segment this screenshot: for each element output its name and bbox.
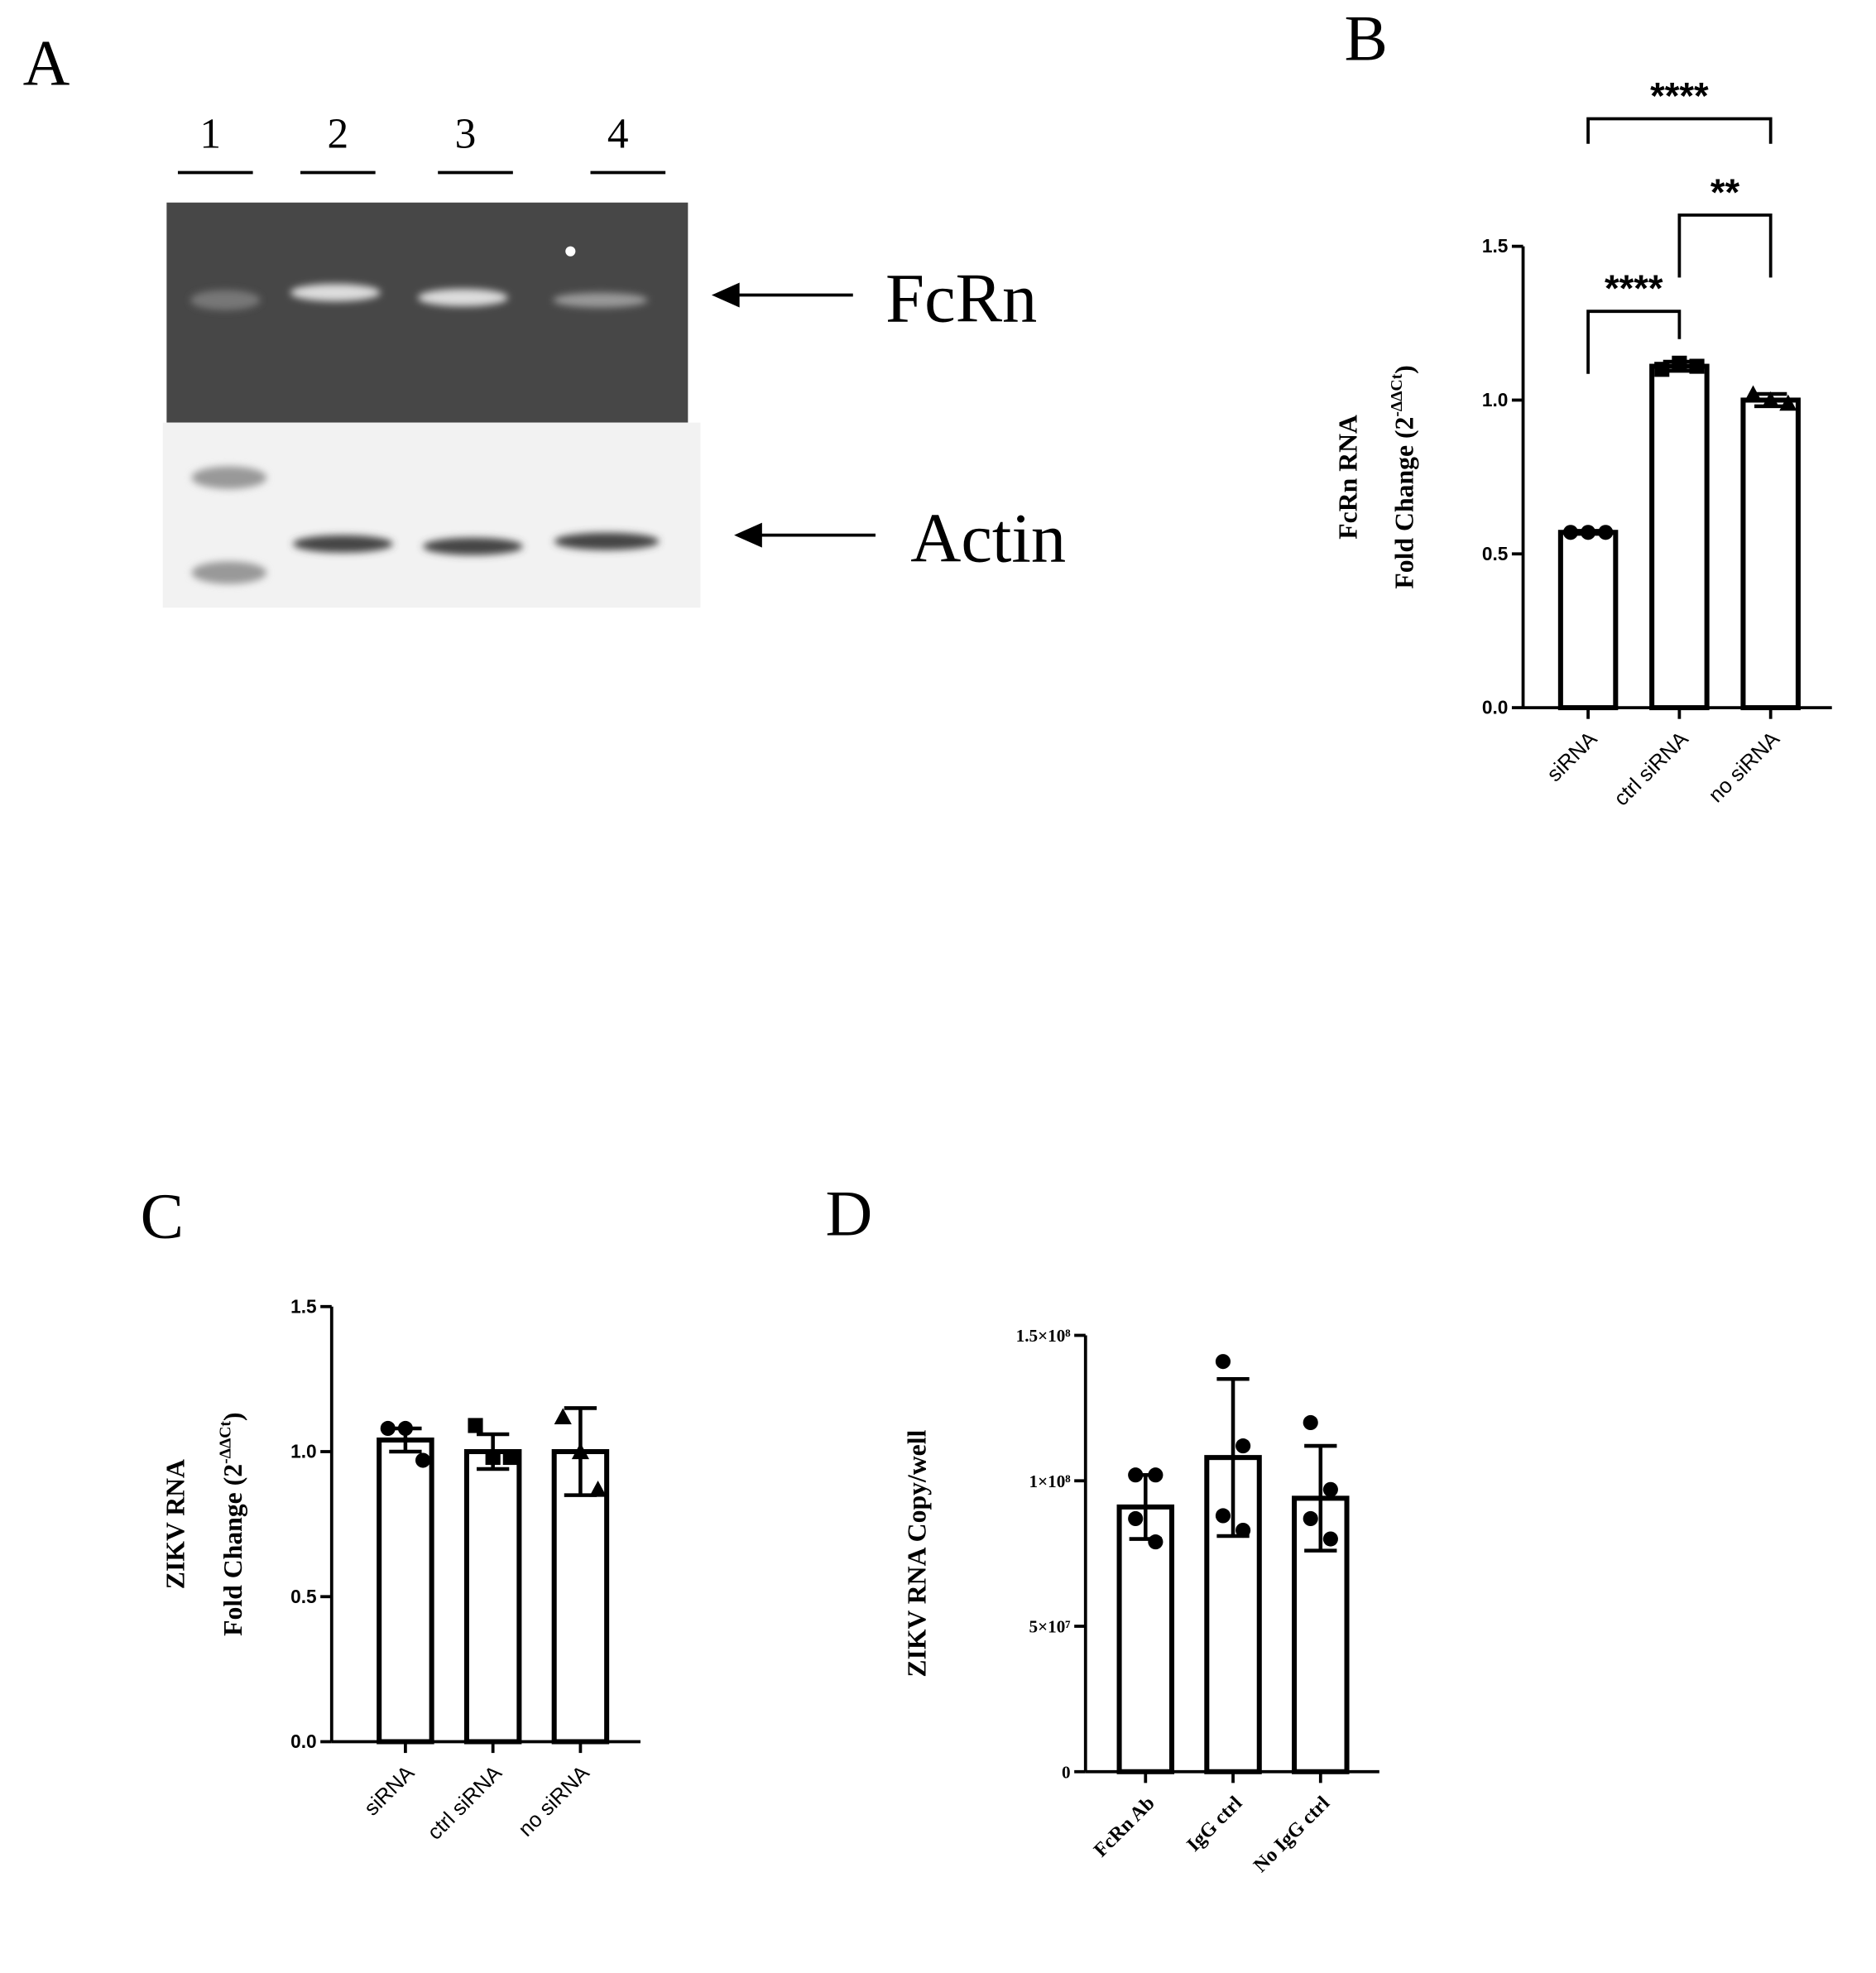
- data-point: [1148, 1534, 1164, 1550]
- data-point: [1148, 1467, 1164, 1483]
- y-axis-label: FcRn RNA: [1334, 415, 1363, 540]
- y-axis-label-part: ): [218, 1412, 247, 1421]
- y-tick-label: 1.0: [290, 1441, 317, 1462]
- y-axis-label-part: -ΔΔCt: [1388, 373, 1406, 416]
- significance-label: ****: [1605, 267, 1663, 310]
- band-label: FcRn: [885, 260, 1037, 337]
- x-tick-label: siRNA: [1543, 727, 1602, 786]
- significance-label: ****: [1650, 74, 1709, 117]
- y-axis-label-part: Fold Change (2: [218, 1464, 247, 1636]
- data-point: [1779, 394, 1797, 411]
- data-point: [415, 1452, 431, 1468]
- data-point: [1562, 525, 1579, 540]
- y-axis-label: ZIKV RNA Copy/well: [902, 1429, 931, 1677]
- data-point: [397, 1420, 413, 1437]
- x-tick-label: ctrl siRNA: [1610, 727, 1693, 810]
- data-point: [1303, 1510, 1318, 1527]
- y-tick-label: 0.5: [1482, 543, 1509, 564]
- data-point: [554, 1408, 572, 1425]
- bar-chart: B 0.0 0.5 1.0 1.5 FcRn RNA Fold Change (2-ΔΔCt…: [1334, 2, 1832, 810]
- bar-chart: C 0.0 0.5 1.0 1.5 ZIKV RNA Fold Change (2-ΔΔCt…: [141, 1180, 641, 1845]
- data-point: [1128, 1467, 1144, 1483]
- lane-label: 3: [455, 110, 477, 157]
- y-tick-label: 5×10⁷: [1029, 1617, 1071, 1637]
- error-bar: [1304, 1443, 1337, 1553]
- lane-label: 2: [327, 110, 348, 157]
- data-point: [1215, 1354, 1231, 1370]
- data-point: [1744, 385, 1763, 402]
- bar: [1740, 397, 1801, 711]
- lane-label: 4: [607, 110, 629, 157]
- data-point: [468, 1418, 483, 1433]
- x-tick-label: ctrl siRNA: [424, 1761, 507, 1845]
- panel-label: C: [141, 1180, 184, 1252]
- x-tick-label: siRNA: [360, 1761, 420, 1821]
- significance-bracket: [1677, 213, 1773, 278]
- data-point: [502, 1449, 518, 1466]
- panel-label: A: [23, 27, 70, 99]
- data-point: [1322, 1481, 1338, 1497]
- bar: [1649, 363, 1710, 711]
- y-axis-label: ZIKV RNA: [161, 1459, 190, 1589]
- data-point: [1598, 525, 1614, 540]
- data-point: [1303, 1414, 1318, 1431]
- y-tick-label: 0.5: [290, 1586, 317, 1607]
- data-point: [485, 1449, 501, 1466]
- panel-a: A 1 2 3 4 FcRn Actin: [23, 27, 1066, 608]
- y-tick-label: 1.5: [1482, 235, 1509, 257]
- bar: [1116, 1504, 1175, 1774]
- data-point: [1654, 362, 1670, 377]
- data-point: [1215, 1508, 1231, 1524]
- x-tick-label: No IgG ctrl: [1250, 1792, 1335, 1877]
- data-point: [571, 1443, 589, 1460]
- x-tick-label: IgG ctrl: [1183, 1792, 1247, 1856]
- data-point: [380, 1420, 396, 1437]
- data-point: [1581, 525, 1596, 540]
- bar: [463, 1448, 522, 1745]
- y-tick-label: 0.0: [290, 1731, 317, 1752]
- data-point: [1672, 355, 1687, 371]
- x-tick-label: no siRNA: [514, 1761, 594, 1841]
- y-tick-label: 1.5: [290, 1295, 317, 1317]
- y-tick-label: 1×10⁸: [1029, 1471, 1072, 1491]
- bands: [190, 283, 660, 584]
- x-tick-label: FcRn Ab: [1090, 1792, 1159, 1861]
- arrows: [711, 282, 876, 548]
- data-point: [1235, 1438, 1251, 1454]
- significance-label: **: [1710, 171, 1740, 214]
- bar-chart: D 0 5×10⁷ 1×10⁸ 1.5×10⁸ ZIKV RNA Copy/well FcR…: [826, 1178, 1379, 1877]
- y-axis-label-part: -ΔΔCt: [216, 1421, 234, 1464]
- panel-label: D: [826, 1178, 873, 1250]
- data-point: [1128, 1510, 1144, 1527]
- y-tick-label: 0: [1062, 1762, 1071, 1782]
- y-axis-label: Fold Change (2-ΔΔCt): [1388, 365, 1419, 588]
- data-point: [588, 1480, 607, 1497]
- y-axis-label-part: ): [1390, 365, 1419, 374]
- bar: [377, 1437, 434, 1745]
- bar: [1557, 530, 1619, 711]
- blot-upper: [166, 202, 689, 423]
- band-label: Actin: [910, 500, 1066, 577]
- lane-labels: 1 2 3 4: [177, 110, 666, 175]
- y-tick-label: 1.5×10⁸: [1016, 1326, 1072, 1346]
- y-axis-label: Fold Change (2-ΔΔCt): [216, 1412, 247, 1635]
- data-point: [1322, 1531, 1338, 1547]
- data-point: [1762, 391, 1780, 408]
- x-tick-label: no siRNA: [1705, 727, 1785, 807]
- blot-spot: [565, 246, 576, 257]
- significance-bracket: [1586, 117, 1773, 144]
- y-tick-label: 0.0: [1482, 697, 1509, 718]
- y-tick-label: 1.0: [1482, 389, 1509, 410]
- y-axis-label-part: Fold Change (2: [1390, 417, 1419, 589]
- data-point: [1235, 1522, 1251, 1539]
- panel-label: B: [1345, 2, 1388, 74]
- significance-bracket: [1586, 310, 1682, 374]
- data-point: [1689, 358, 1705, 374]
- lane-label: 1: [199, 110, 221, 157]
